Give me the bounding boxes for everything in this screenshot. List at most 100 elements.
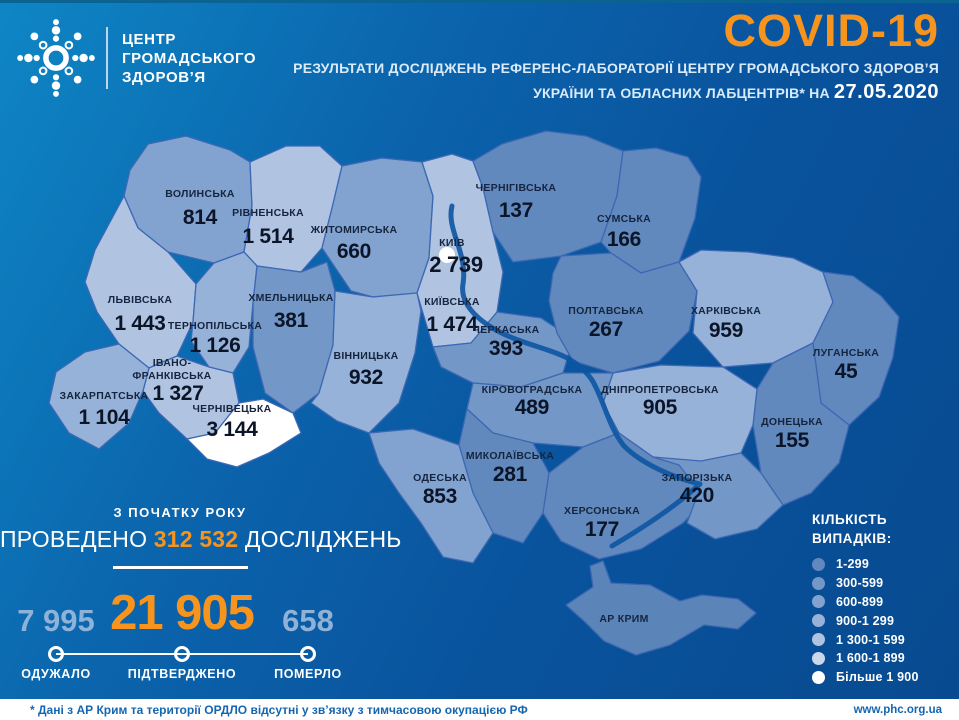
region-value: 1 514	[242, 225, 294, 248]
tests-line: ПРОВЕДЕНО 312 532 ДОСЛІДЖЕНЬ	[0, 526, 401, 553]
region-name: ВІННИЦЬКА	[333, 350, 398, 362]
tests-suffix: ДОСЛІДЖЕНЬ	[238, 526, 402, 552]
region-name: РІВНЕНСЬКА	[232, 207, 304, 219]
region-name: ТЕРНОПІЛЬСЬКА	[168, 320, 262, 332]
dnipro-river	[448, 203, 703, 549]
legend-swatch	[812, 557, 825, 571]
region-value: 489	[515, 396, 549, 419]
region-name: МИКОЛАЇВСЬКА	[466, 449, 554, 462]
legend-items: 1-299 300-599 600-899 900-1 299 1 300-1 …	[812, 555, 957, 687]
region-name: ЗАПОРІЗЬКА	[662, 472, 733, 484]
region-name: ЧЕРНІГІВСЬКА	[476, 182, 557, 194]
region-name: ЖИТОМИРСЬКА	[310, 224, 398, 236]
map-region-labels: ВОЛИНСЬКА 814 РІВНЕНСЬКА 1 514 ЖИТОМИРСЬ…	[60, 182, 879, 625]
legend-swatch	[812, 576, 825, 590]
region-value: 281	[493, 463, 528, 486]
legend-item: Більше 1 900	[812, 668, 957, 687]
region-name: ДОНЕЦЬКА	[761, 416, 823, 428]
region-name: ПОЛТАВСЬКА	[568, 305, 644, 317]
region-value: 660	[337, 240, 371, 263]
legend-swatch	[812, 595, 825, 609]
period-label: З ПОЧАТКУ РОКУ	[113, 505, 247, 520]
region-value: 905	[643, 396, 678, 419]
legend-label: Більше 1 900	[836, 670, 919, 685]
region-name: ВОЛИНСЬКА	[165, 188, 235, 200]
region-name: ІВАНО-	[153, 357, 192, 369]
region-value: 137	[499, 199, 533, 222]
region-name: КИЇВСЬКА	[424, 295, 480, 308]
legend-label: 300-599	[836, 576, 884, 591]
website-link[interactable]: www.phc.org.ua	[853, 703, 942, 716]
deaths-label: ПОМЕРЛО	[274, 667, 342, 681]
map-region-vinnytsia	[310, 290, 422, 434]
region-value: 1 126	[189, 334, 240, 357]
map-region-zakarpattia	[48, 343, 150, 450]
map-region-odesa	[368, 428, 494, 564]
region-value: 3 144	[206, 418, 258, 441]
legend-item: 1 300-1 599	[812, 630, 957, 649]
phc-logo: ЦЕНТР ГРОМАДСЬКОГО ЗДОРОВ’Я	[10, 12, 256, 104]
header-subtitle-2: УКРАЇНИ ТА ОБЛАСНИХ ЛАБЦЕНТРІВ* НА 27.05…	[293, 81, 939, 104]
region-value: 45	[835, 360, 858, 383]
legend-label: 1-299	[836, 557, 869, 572]
legend-swatch	[812, 633, 825, 647]
region-name: ДНІПРОПЕТРОВСЬКА	[601, 384, 719, 396]
timeline-dot-recovered	[48, 646, 64, 662]
legend-label: 1 600-1 899	[836, 651, 905, 666]
region-name: ХАРКІВСЬКА	[691, 305, 761, 317]
region-shape	[186, 398, 302, 468]
map-region-crimea	[565, 560, 757, 656]
region-value: 155	[775, 429, 810, 452]
org-name-line3: ЗДОРОВ’Я	[122, 68, 206, 86]
map-region-chernivtsi	[186, 398, 302, 468]
map-region-poltava	[548, 252, 698, 374]
org-name-line2: ГРОМАДСЬКОГО	[122, 49, 257, 67]
region-name: КІРОВОГРАДСЬКА	[482, 384, 583, 396]
region-value: 420	[680, 484, 714, 507]
logo-divider	[106, 27, 108, 89]
region-name: ОДЕСЬКА	[413, 472, 467, 484]
map-region-luhansk	[812, 271, 900, 426]
region-value: 853	[423, 485, 457, 508]
stats-divider	[112, 566, 248, 569]
header-subtitle-2-text: УКРАЇНИ ТА ОБЛАСНИХ ЛАБЦЕНТРІВ* НА	[533, 85, 830, 101]
region-name: СУМСЬКА	[597, 213, 651, 225]
region-shape	[368, 428, 494, 564]
legend-item: 1-299	[812, 555, 957, 574]
region-value: 959	[709, 319, 743, 342]
region-shape	[48, 343, 150, 450]
region-shape	[565, 560, 757, 656]
region-shape	[310, 290, 422, 434]
timeline-dot-deaths	[300, 646, 316, 662]
summary-stats: З ПОЧАТКУ РОКУ ПРОВЕДЕНО 312 532 ДОСЛІДЖ…	[0, 505, 401, 681]
phc-logo-icon	[17, 19, 95, 97]
kyiv-city-marker: КИЇВ 2 739	[429, 236, 483, 277]
tests-value: 312 532	[153, 526, 239, 552]
legend-swatch	[812, 651, 825, 665]
legend-label: 900-1 299	[836, 613, 895, 628]
region-value: 267	[589, 318, 623, 341]
legend-title-line2: ВИПАДКІВ:	[812, 531, 892, 546]
footer-note: * Дані з АР Крим та території ОРДЛО відс…	[30, 702, 528, 717]
legend-item: 1 600-1 899	[812, 649, 957, 668]
region-value: 1 327	[152, 382, 203, 405]
region-value: 166	[607, 228, 641, 251]
region-name: ХЕРСОНСЬКА	[564, 505, 640, 517]
confirmed-label: ПІДТВЕРДЖЕНО	[127, 667, 237, 681]
recovered-label: ОДУЖАЛО	[21, 667, 91, 681]
region-shape	[548, 252, 698, 374]
region-name: ЧЕРНІВЕЦЬКА	[193, 403, 272, 415]
region-name-crimea: АР КРИМ	[599, 613, 648, 625]
timeline-dot-confirmed	[174, 646, 190, 662]
region-name: ЛУГАНСЬКА	[813, 347, 879, 359]
legend-item: 600-899	[812, 593, 957, 612]
region-value: 814	[183, 206, 218, 229]
kyiv-city-name: КИЇВ	[439, 236, 465, 249]
legend-label: 600-899	[836, 594, 884, 609]
legend-item: 300-599	[812, 574, 957, 593]
kyiv-city-value: 2 739	[429, 252, 483, 277]
deaths-value: 658	[282, 603, 334, 638]
confirmed-value: 21 905	[110, 586, 255, 640]
